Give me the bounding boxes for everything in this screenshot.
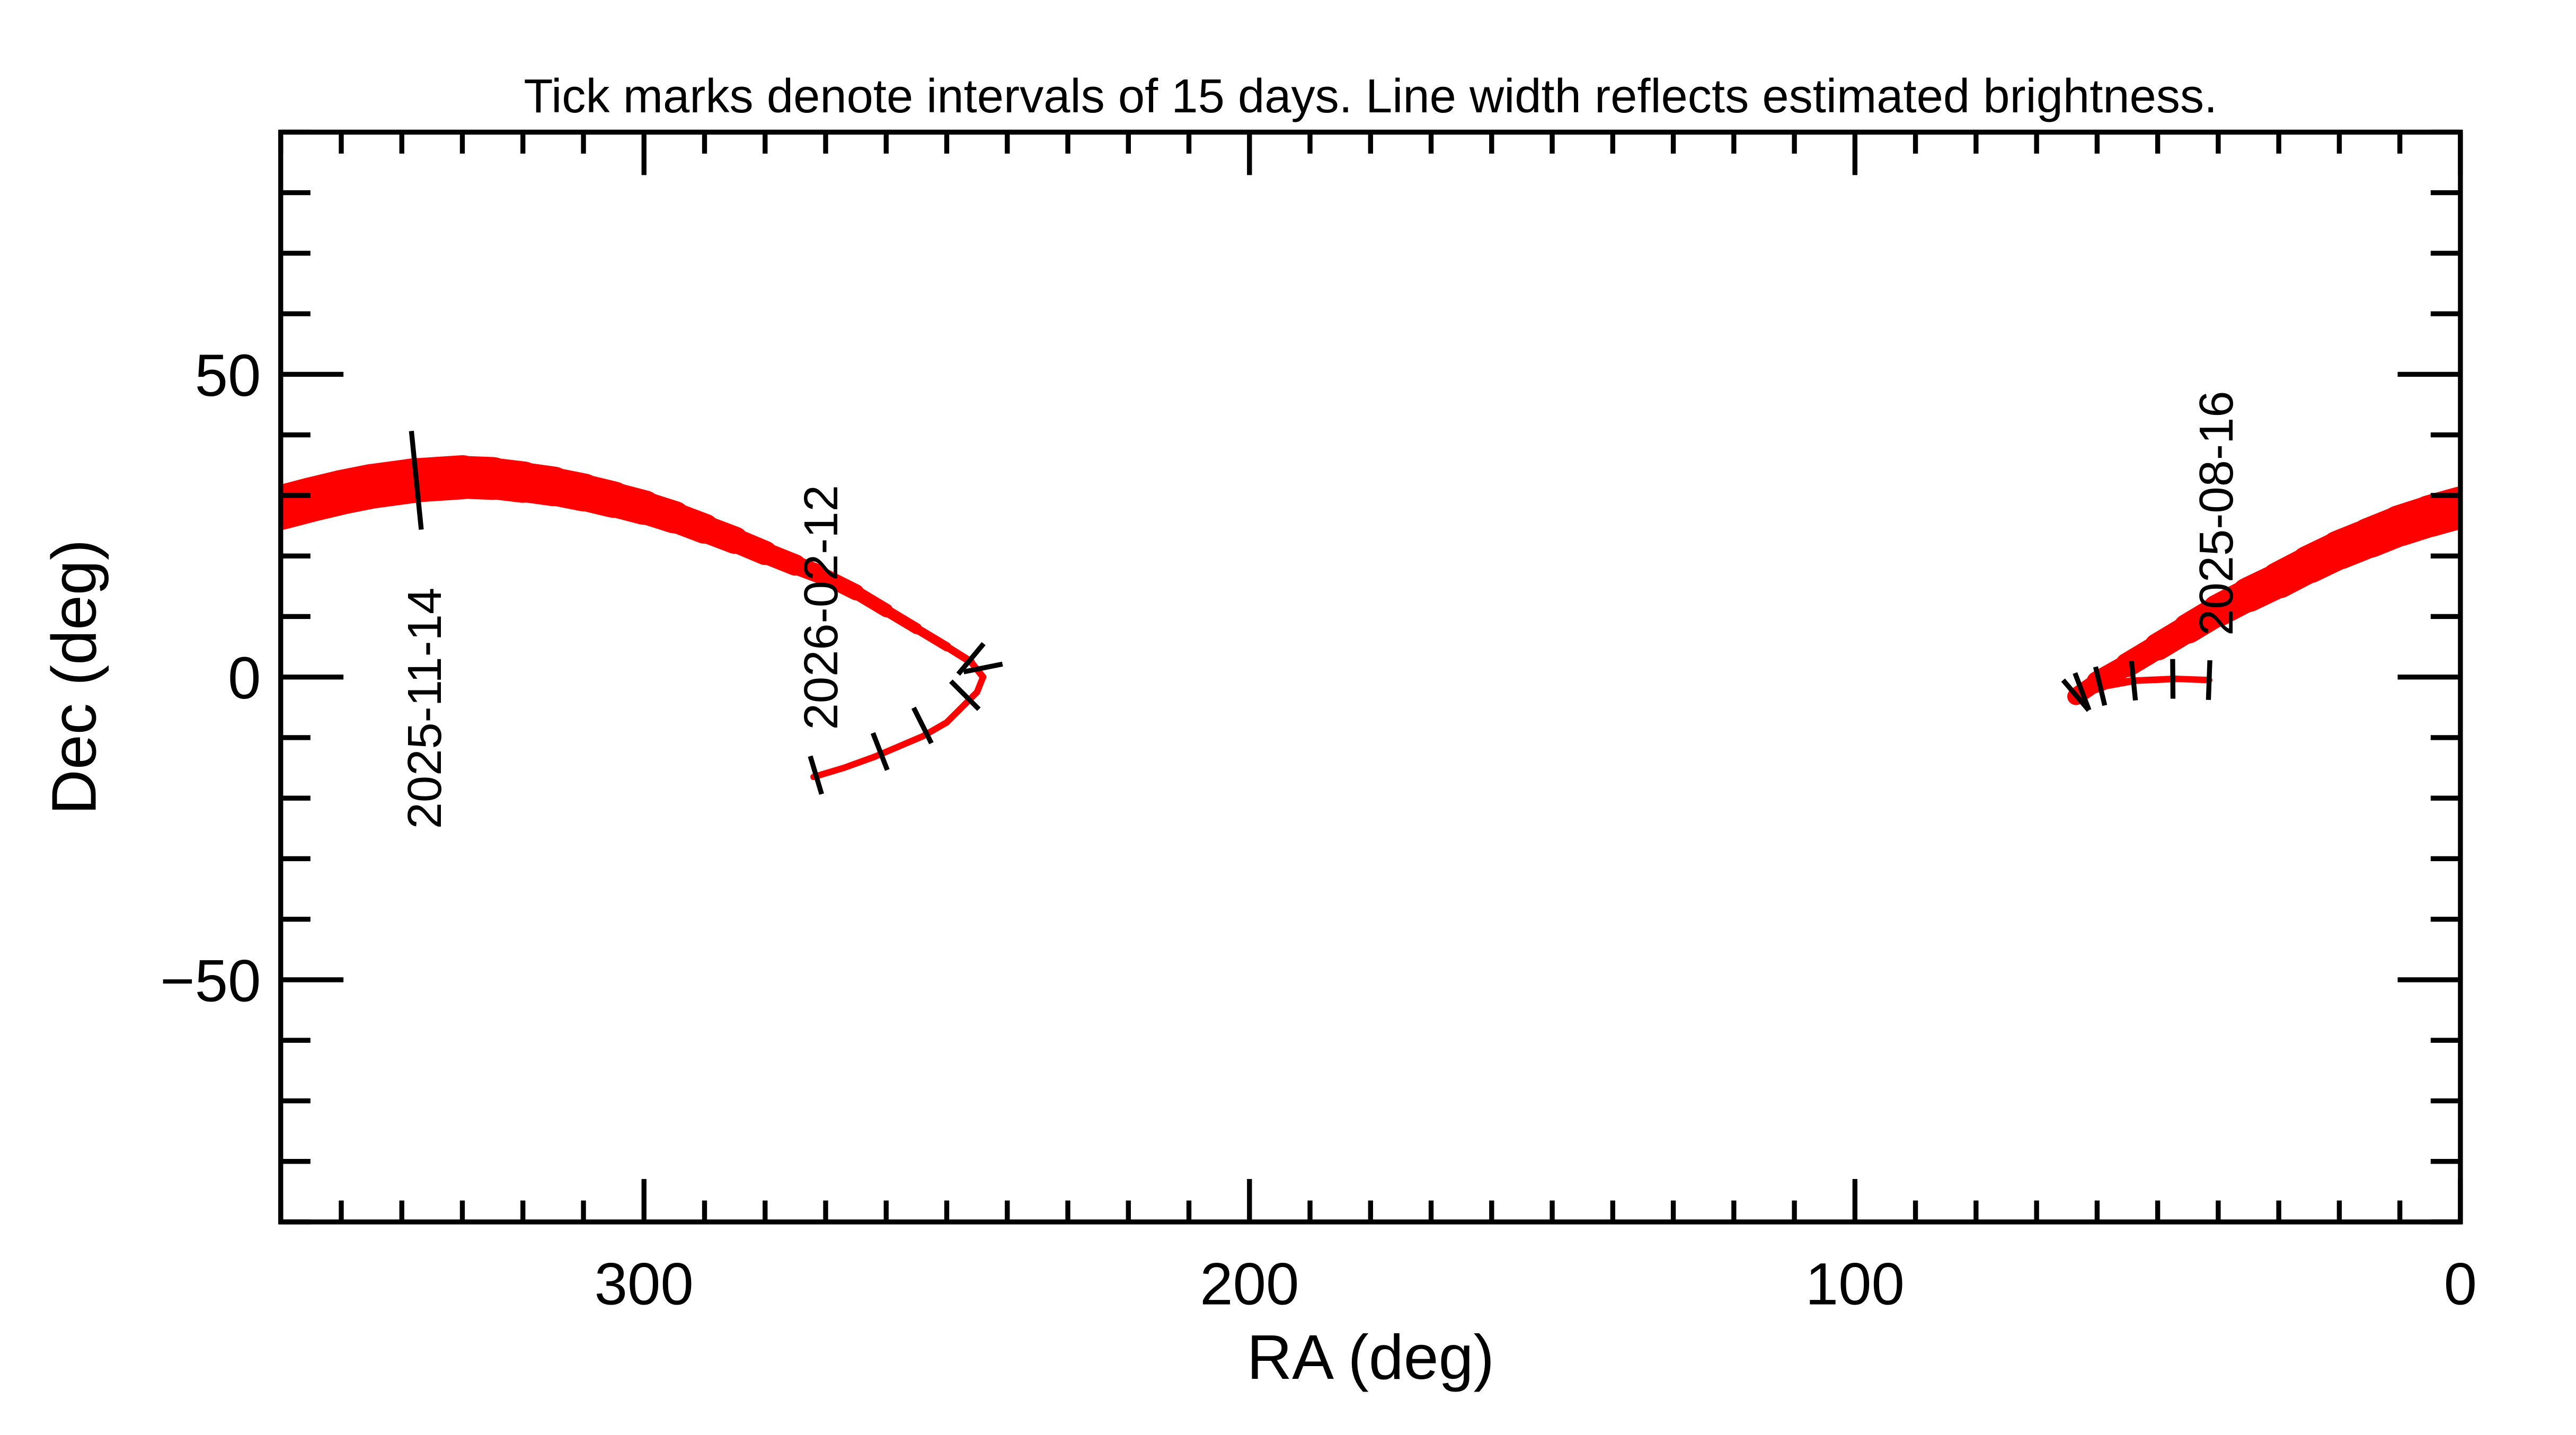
- track-segment: [943, 643, 975, 666]
- interval-tick: [911, 706, 934, 745]
- track-segment: [840, 754, 878, 772]
- interval-tick: [870, 732, 890, 771]
- track-group: [280, 430, 2460, 795]
- x-tick-label: 0: [2444, 1251, 2477, 1317]
- interval-tick: [409, 430, 424, 530]
- interval-tick: [2129, 660, 2138, 701]
- x-tick-label: 100: [1805, 1251, 1905, 1317]
- interval-tick: [963, 661, 1003, 675]
- y-tick-label: 50: [195, 342, 261, 409]
- interval-tick: [2073, 672, 2092, 711]
- y-tick-label: −50: [160, 947, 261, 1014]
- interval-tick: [2061, 678, 2091, 712]
- track-segment: [911, 624, 952, 652]
- track-segment: [871, 743, 902, 760]
- x-tick-label: 200: [1200, 1251, 1299, 1317]
- plot-marks: 2025-08-16 2025-11-14 2026-02-12: [280, 391, 2460, 829]
- date-annotation: 2026-02-12: [794, 485, 848, 730]
- track-segment: [943, 701, 968, 726]
- interval-tick: [956, 642, 986, 676]
- interval-tick: [2093, 666, 2108, 706]
- chart-title: Tick marks denote intervals of 15 days. …: [524, 69, 2217, 123]
- interval-tick: [2206, 660, 2212, 700]
- x-axis-label: RA (deg): [1247, 1323, 1494, 1393]
- date-annotation: 2025-08-16: [2190, 391, 2243, 636]
- track-segment: [880, 605, 922, 634]
- track-segment: [895, 733, 926, 750]
- x-tick-label: 300: [595, 1251, 694, 1317]
- y-tick-label: 0: [228, 644, 261, 711]
- axes: 300 200 100 0 50 0 −50: [160, 129, 2477, 1317]
- interval-tick: [808, 755, 824, 795]
- date-annotation: 2025-11-14: [398, 588, 452, 829]
- track-segment: [849, 585, 893, 617]
- track-segment: [2409, 486, 2460, 537]
- track-segment: [2172, 676, 2212, 684]
- track-segment: [2130, 675, 2180, 684]
- interval-tick: [949, 679, 981, 711]
- y-axis-label: Dec (deg): [40, 539, 110, 815]
